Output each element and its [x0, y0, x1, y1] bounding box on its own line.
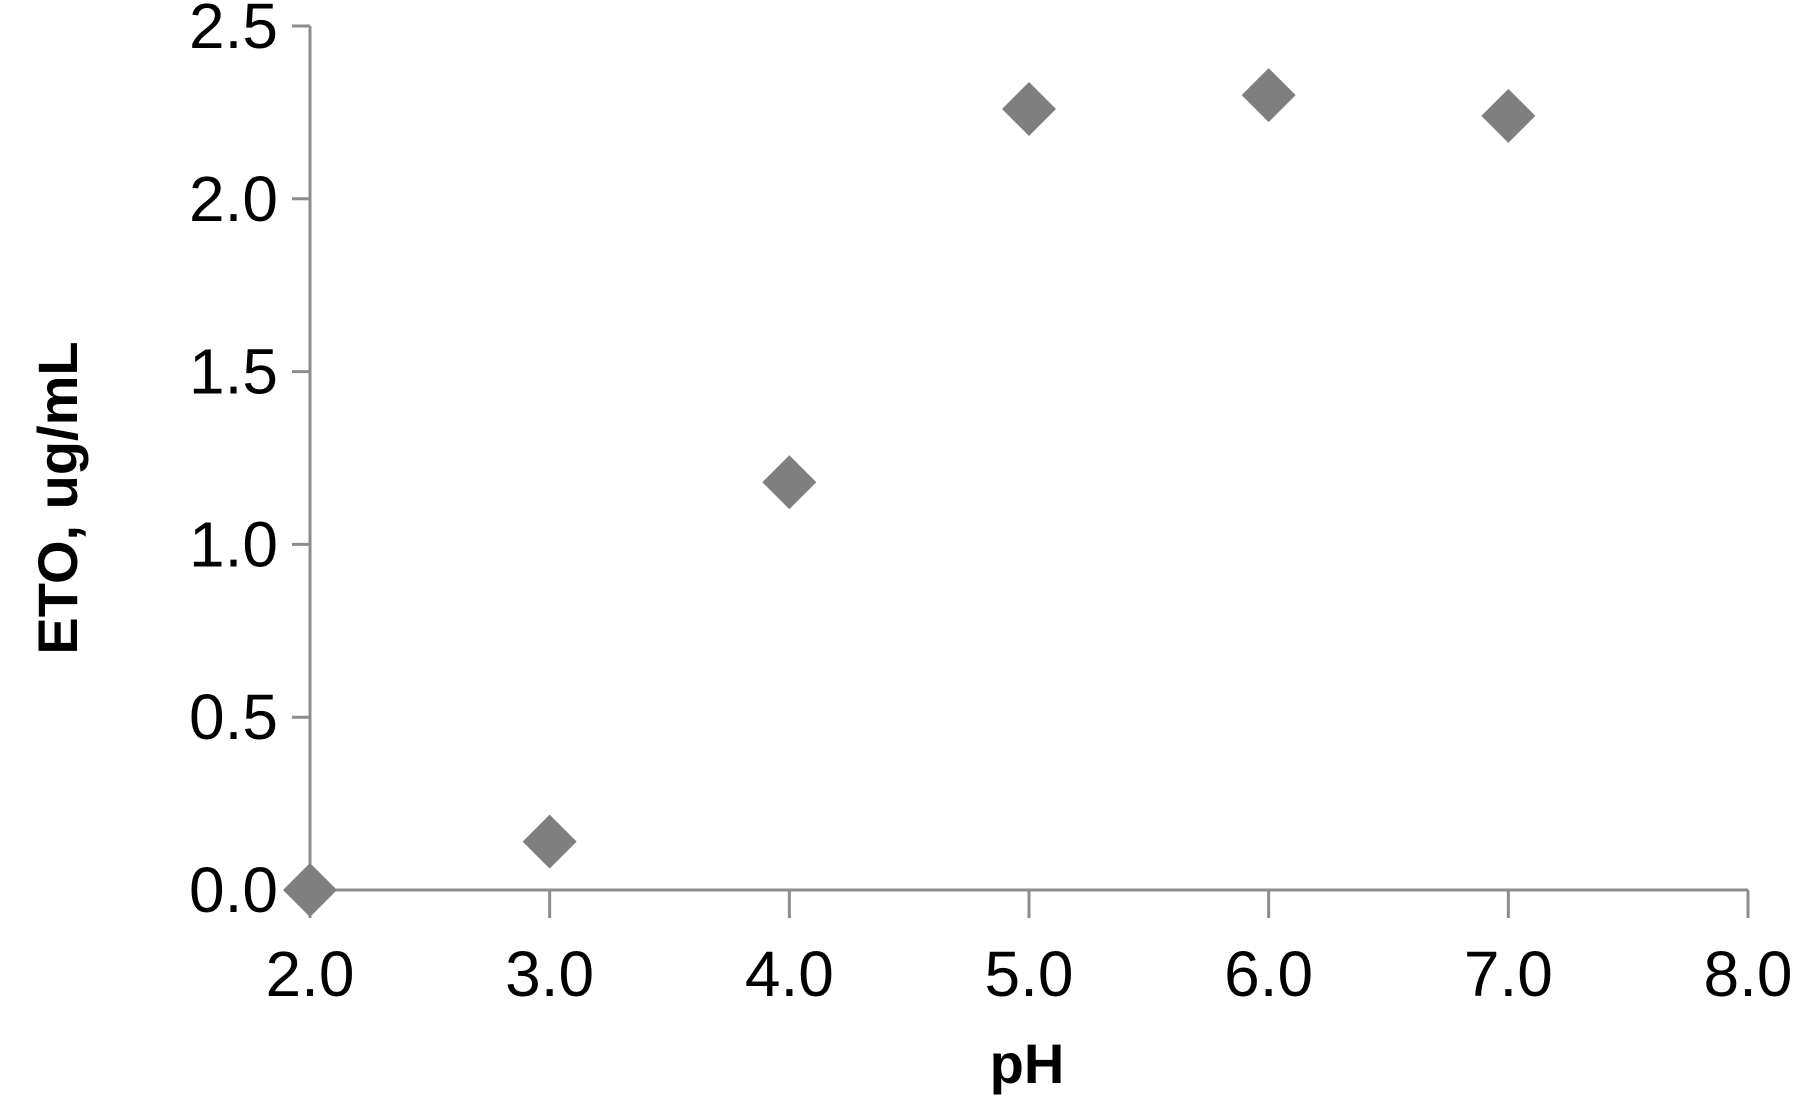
y-tick-label: 2.5 [189, 0, 278, 62]
y-tick-label: 1.0 [189, 508, 278, 580]
y-axis-tick-labels: 0.0 0.5 1.0 1.5 2.0 2.5 [189, 0, 278, 926]
x-tick-label: 4.0 [745, 938, 834, 1010]
y-tick-label: 1.5 [189, 336, 278, 408]
data-point [1481, 88, 1536, 143]
x-axis-ticks [308, 890, 1750, 918]
data-point [1241, 68, 1296, 123]
y-axis-ticks [292, 24, 310, 892]
x-tick-label: 2.0 [266, 938, 355, 1010]
y-tick-label: 0.0 [189, 854, 278, 926]
y-tick-label: 2.0 [189, 163, 278, 235]
x-axis-title: pH [990, 1032, 1065, 1095]
data-points [283, 68, 1536, 917]
x-tick-label: 5.0 [985, 938, 1074, 1010]
y-axis-title: ETO, ug/mL [26, 341, 89, 654]
x-tick-label: 3.0 [505, 938, 594, 1010]
data-point [762, 455, 817, 510]
data-point [522, 814, 577, 869]
data-point [1002, 81, 1056, 136]
x-tick-label: 6.0 [1224, 938, 1313, 1010]
x-tick-label: 8.0 [1704, 938, 1793, 1010]
data-point [283, 863, 337, 917]
x-tick-label: 7.0 [1464, 938, 1553, 1010]
x-axis-tick-labels: 2.0 3.0 4.0 5.0 6.0 7.0 8.0 [266, 938, 1793, 1010]
y-tick-label: 0.5 [189, 681, 278, 753]
